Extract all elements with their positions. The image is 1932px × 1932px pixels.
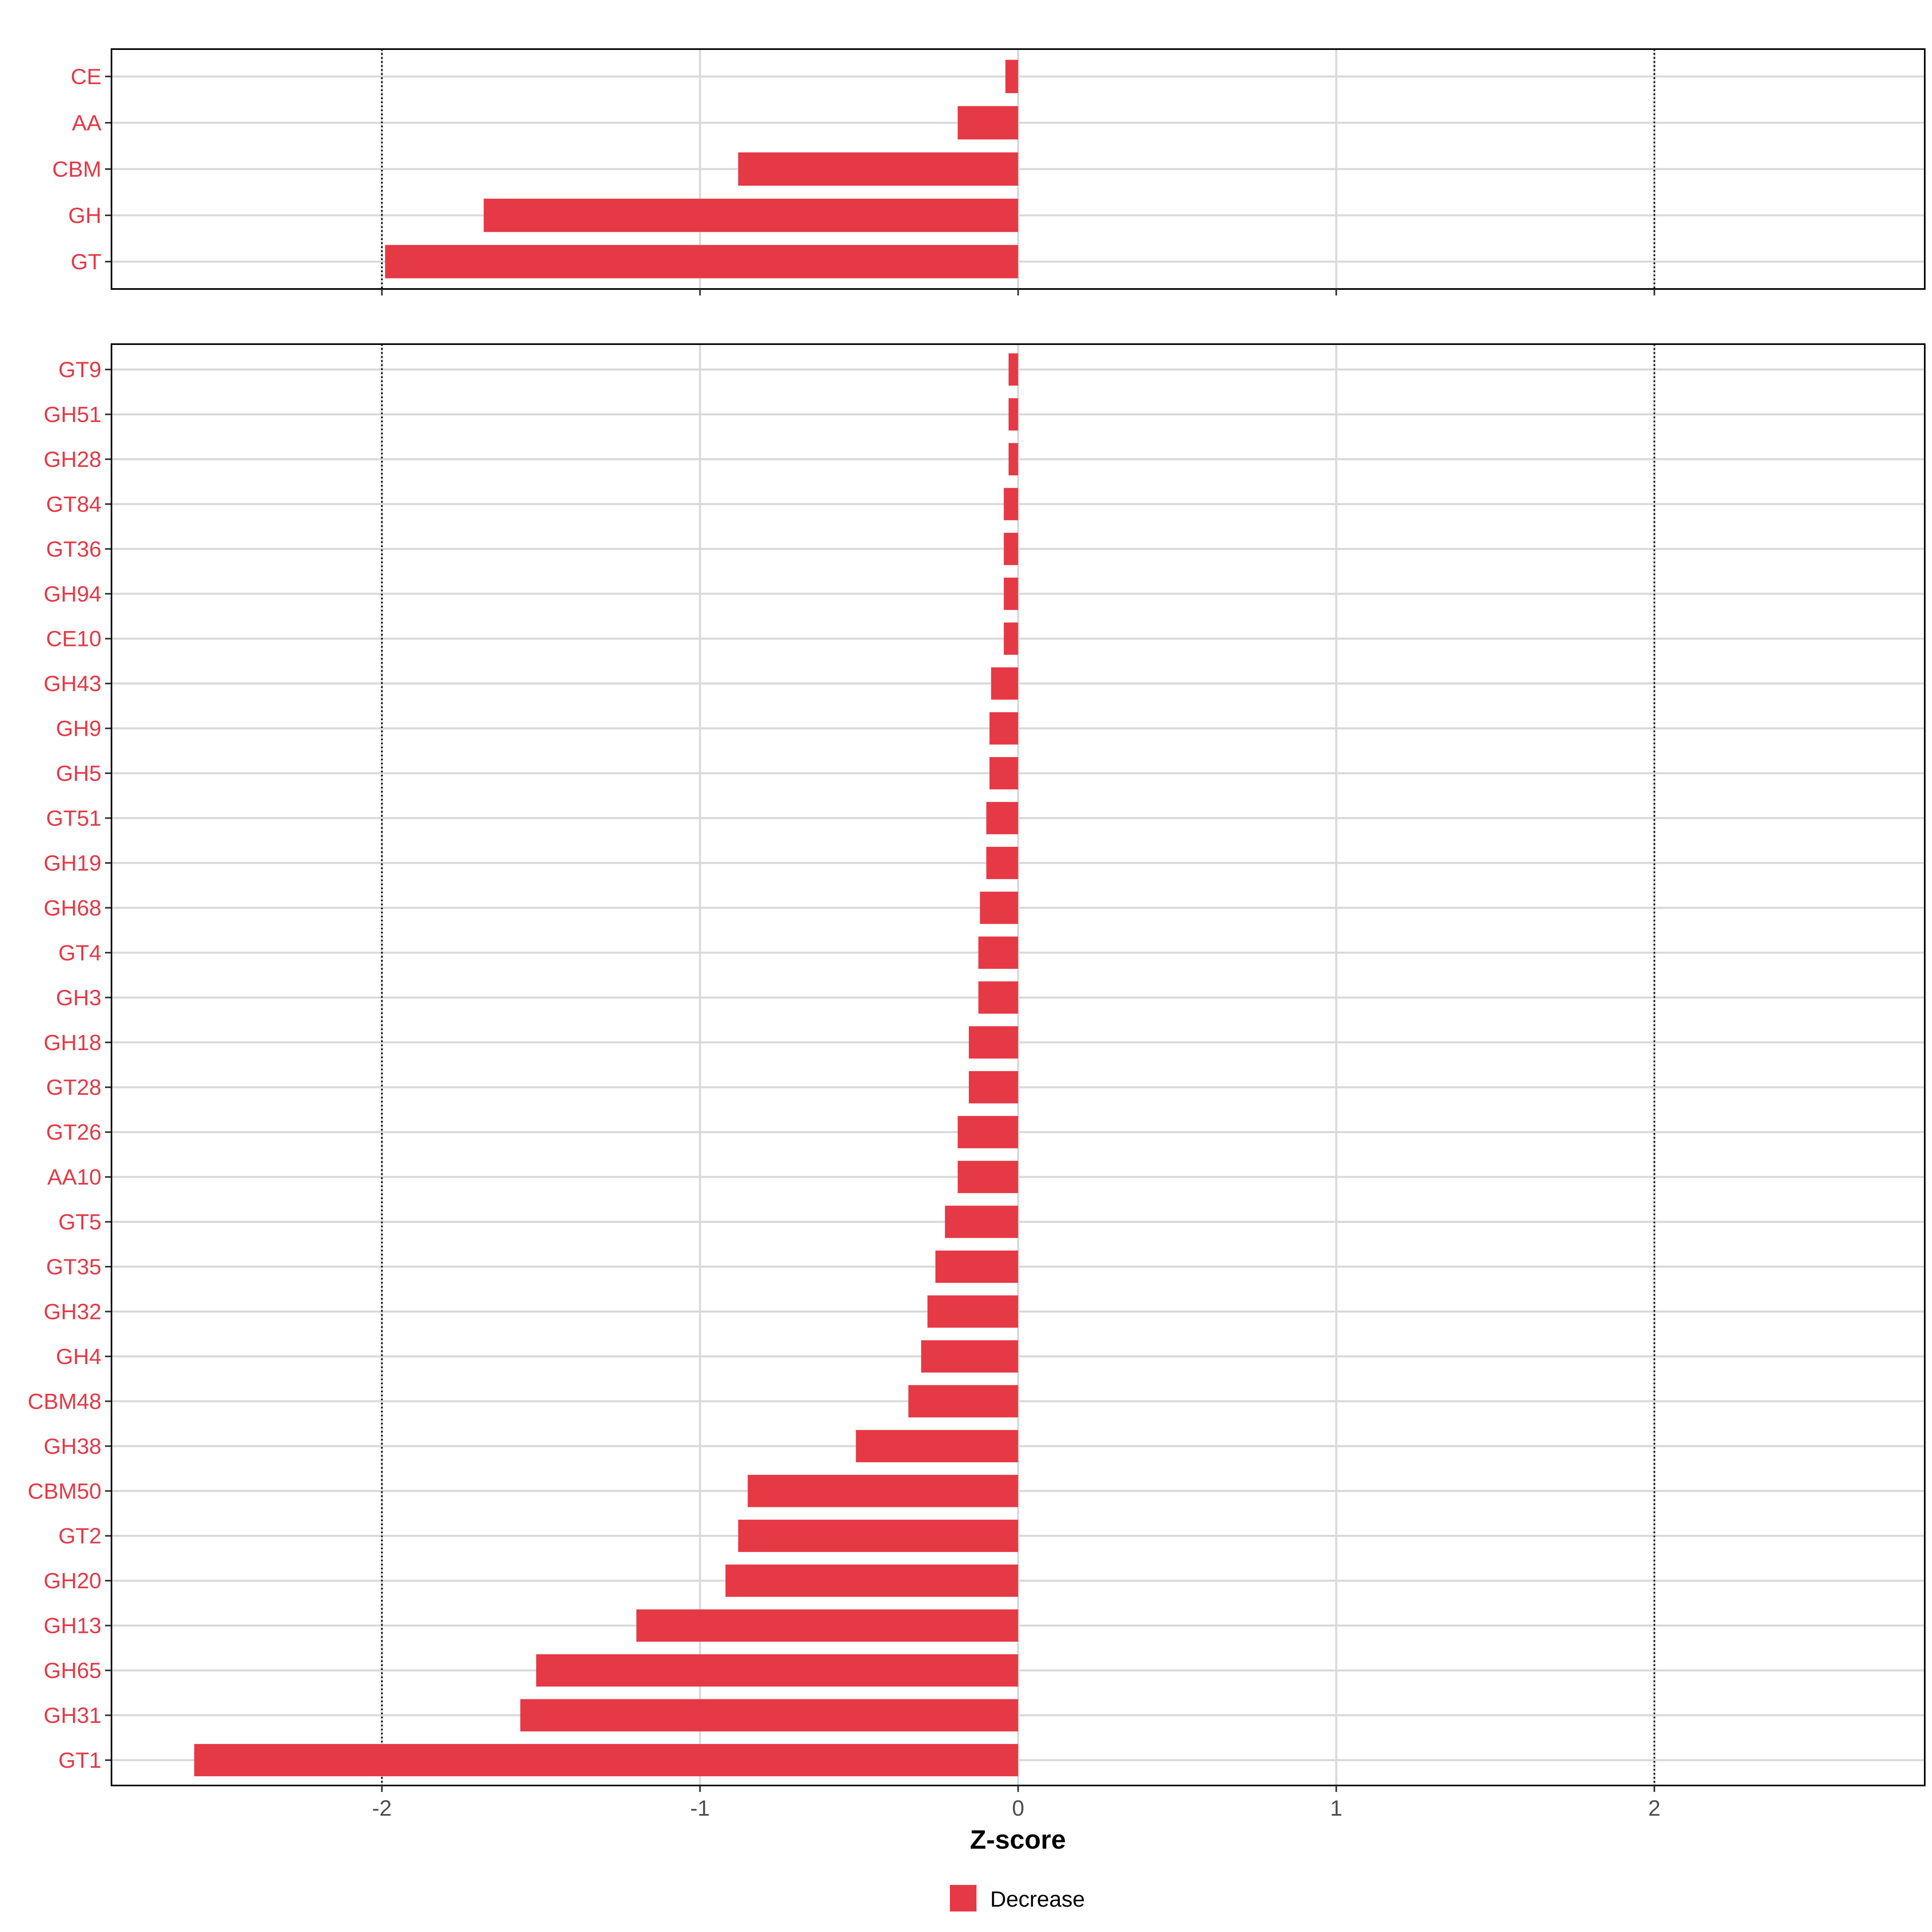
category-label: GH68 — [43, 895, 101, 920]
bar-gh4 — [921, 1340, 1018, 1373]
legend-swatch — [950, 1885, 976, 1911]
category-label: GH — [68, 203, 102, 228]
category-label: GH43 — [43, 671, 101, 696]
category-label: GH65 — [43, 1658, 101, 1683]
category-label: GT28 — [46, 1075, 101, 1100]
bar-gh65 — [536, 1654, 1018, 1687]
bar-gh3 — [978, 981, 1018, 1014]
bar-gh — [483, 198, 1018, 232]
category-label: AA10 — [47, 1164, 101, 1189]
category-label: GH18 — [43, 1030, 101, 1055]
x-tick-label: 2 — [1648, 1796, 1661, 1821]
bar-cbm48 — [908, 1385, 1018, 1418]
bar-gt1 — [194, 1744, 1018, 1777]
category-label: CBM50 — [28, 1478, 101, 1503]
category-label: GT4 — [58, 940, 101, 965]
bar-gh51 — [1008, 398, 1018, 431]
bar-gt28 — [968, 1071, 1018, 1104]
legend: Decrease — [950, 1885, 1085, 1911]
category-label: GH20 — [43, 1568, 101, 1593]
bar-ce — [1005, 60, 1018, 93]
category-label: GH51 — [43, 402, 101, 427]
bar-aa — [958, 106, 1018, 140]
category-label: GH3 — [56, 985, 101, 1010]
x-tick-label: -1 — [690, 1796, 710, 1821]
legend-label: Decrease — [990, 1887, 1085, 1911]
bar-gt36 — [1003, 533, 1018, 565]
bar-gt84 — [1003, 488, 1018, 520]
category-label: GH38 — [43, 1434, 101, 1459]
category-label: GH32 — [43, 1299, 101, 1324]
bar-gt2 — [738, 1519, 1018, 1552]
category-label: GT51 — [46, 806, 101, 831]
bar-gt — [385, 245, 1018, 279]
category-label: CE10 — [46, 626, 101, 651]
category-label: GT5 — [58, 1210, 101, 1234]
category-label: GH28 — [43, 447, 101, 472]
category-label: CBM48 — [28, 1389, 101, 1414]
category-label: GT36 — [46, 537, 101, 561]
bar-gh13 — [636, 1609, 1018, 1642]
bar-gt5 — [945, 1205, 1018, 1238]
category-label: GT — [71, 249, 101, 274]
bar-gh43 — [991, 667, 1018, 700]
bar-gh32 — [927, 1295, 1018, 1328]
bar-gt51 — [986, 802, 1018, 834]
bar-cbm50 — [747, 1475, 1018, 1507]
x-tick-label: 0 — [1012, 1796, 1024, 1821]
category-label: CBM — [52, 157, 101, 182]
category-label: GT84 — [46, 491, 101, 516]
category-label: GT9 — [58, 357, 101, 382]
category-label: AA — [72, 110, 102, 135]
panel-cazy-family: GT9 GH51 GH28 GT84 GT36 GH94 CE10 GH43 GH9 GH5 GT5… — [28, 343, 1926, 1792]
x-axis-title: Z-score — [970, 1825, 1066, 1854]
x-axis: -2 -1 0 1 2 — [372, 1796, 1660, 1821]
bar-gh38 — [856, 1430, 1018, 1462]
category-label: GT35 — [46, 1254, 101, 1279]
bar-gh31 — [520, 1699, 1018, 1732]
bar-gh9 — [989, 712, 1018, 745]
bar-aa10 — [958, 1161, 1018, 1193]
category-label: GT1 — [58, 1748, 101, 1773]
bar-gt9 — [1008, 353, 1018, 386]
bar-gt26 — [958, 1116, 1018, 1148]
category-label: GH9 — [56, 716, 101, 741]
category-label: CE — [71, 64, 101, 89]
bar-gt35 — [935, 1250, 1018, 1283]
panel-cazy-class: CE AA CBM GH GT — [52, 48, 1926, 295]
bar-gh28 — [1008, 443, 1018, 476]
category-label: GH31 — [43, 1703, 101, 1728]
category-label: GH19 — [43, 850, 101, 875]
bar-gh5 — [989, 757, 1018, 790]
bar-ce10 — [1003, 622, 1018, 655]
bar-gh18 — [968, 1026, 1018, 1059]
bar-cbm — [738, 152, 1018, 186]
category-label: GH5 — [56, 761, 101, 786]
bar-gh68 — [980, 892, 1018, 924]
category-label: GH4 — [56, 1344, 101, 1369]
x-tick-label: 1 — [1330, 1796, 1343, 1821]
bar-gt4 — [978, 936, 1018, 969]
bar-gh20 — [725, 1565, 1018, 1597]
bar-gh19 — [986, 846, 1018, 879]
bar-gh94 — [1003, 578, 1018, 610]
category-label: GT2 — [58, 1523, 101, 1548]
category-label: GT26 — [46, 1120, 101, 1145]
x-tick-label: -2 — [372, 1796, 392, 1821]
category-label: GH13 — [43, 1613, 101, 1638]
category-label: GH94 — [43, 581, 101, 606]
